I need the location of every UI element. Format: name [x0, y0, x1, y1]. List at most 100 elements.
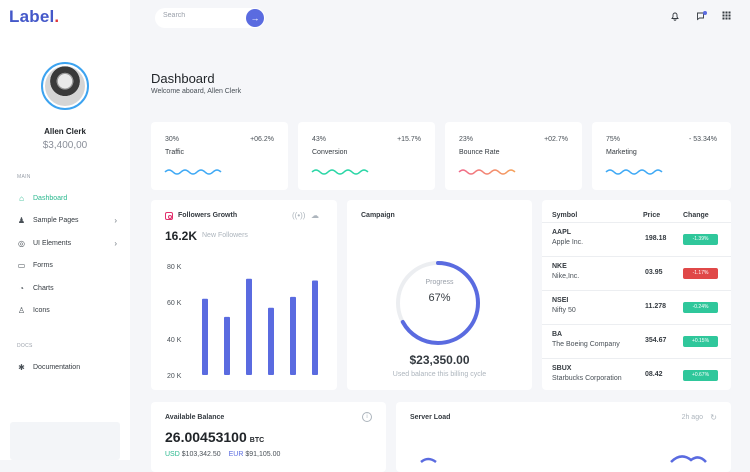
- followers-growth-card: Followers Growth ((•)) ☁ 16.2K New Follo…: [151, 200, 337, 390]
- card-title: Campaign: [361, 212, 395, 219]
- stock-symbol: AAPL: [552, 229, 572, 236]
- campaign-progress-ring: [396, 261, 480, 345]
- sidebar-item-label: Sample Pages: [33, 216, 79, 224]
- table-row[interactable]: NSEI Nifty 50 11.278 -0.24%: [542, 290, 731, 324]
- avatar[interactable]: [41, 62, 89, 110]
- stock-price: 08.42: [645, 371, 663, 378]
- stat-card-marketing: 75% - 53.34% Marketing: [592, 122, 731, 190]
- brand-logo[interactable]: Label.: [9, 7, 60, 26]
- sidebar-item-forms[interactable]: ▭ Forms: [17, 258, 117, 272]
- change-badge: +0.67%: [683, 370, 718, 381]
- stat-card-conversion: 43% +15.7% Conversion: [298, 122, 435, 190]
- balance-value: 26.00453100 BTC: [165, 429, 265, 445]
- sidebar-item-label: Forms: [33, 261, 53, 269]
- bell-icon[interactable]: [669, 11, 681, 23]
- card-title: Available Balance: [165, 414, 225, 421]
- table-row[interactable]: SBUX Starbucks Corporation 08.42 +0.67%: [542, 358, 731, 392]
- sidebar-item-sample-pages[interactable]: ♟ Sample Pages ›: [17, 213, 117, 227]
- server-load-chart-peek: [420, 455, 707, 464]
- stat-change: +06.2%: [250, 136, 274, 143]
- docs-section-label: DOCS: [17, 343, 33, 349]
- sidebar-promo-thumb: [10, 422, 120, 460]
- stock-symbol: NKE: [552, 263, 567, 270]
- stock-symbol: BA: [552, 331, 563, 338]
- chevron-right-icon: ›: [114, 238, 117, 248]
- balance-fiat-row: USD $103,342.50 EUR $91,105.00: [165, 451, 281, 458]
- chevron-right-icon: ›: [114, 215, 117, 225]
- sidebar-item-label: Documentation: [33, 363, 81, 371]
- stock-symbol: NSEI: [552, 297, 569, 304]
- stat-change: +15.7%: [397, 136, 421, 143]
- page-title: Dashboard: [151, 71, 215, 86]
- progress-label: Progress: [425, 279, 454, 286]
- conversion-sparkline: [311, 169, 369, 175]
- column-header-change: Change: [683, 212, 709, 219]
- y-tick-label: 20 K: [167, 373, 182, 380]
- search-submit-button[interactable]: →: [246, 9, 264, 27]
- column-header-symbol: Symbol: [552, 212, 578, 219]
- sidebar-item-label: Icons: [33, 306, 50, 314]
- stat-percent: 23%: [459, 136, 474, 143]
- sidebar-item-icons[interactable]: ♙ Icons: [17, 303, 117, 317]
- refresh-icon[interactable]: ↻: [710, 413, 717, 422]
- asterisk-icon: ✱: [18, 362, 25, 372]
- y-tick-label: 80 K: [167, 264, 182, 271]
- followers-bar: [246, 278, 252, 375]
- followers-bar: [312, 280, 318, 375]
- table-row[interactable]: BA The Boeing Company 354.67 +0.15%: [542, 324, 731, 358]
- followers-bar: [268, 307, 274, 375]
- icons-icon: ♙: [17, 305, 26, 315]
- instagram-icon: [165, 212, 173, 220]
- stock-name: Apple Inc.: [552, 239, 584, 246]
- server-load-card: Server Load 2h ago ↻: [396, 402, 731, 472]
- stock-symbol: SBUX: [552, 365, 572, 372]
- sidebar-item-documentation[interactable]: ✱ Documentation: [17, 360, 117, 374]
- available-balance-card: Available Balance i 26.00453100 BTC USD $…: [151, 402, 386, 472]
- marketing-sparkline: [605, 169, 663, 175]
- main-section-label: MAIN: [17, 174, 31, 180]
- stocks-table-card: Symbol Price Change AAPL Apple Inc. 198.…: [542, 200, 731, 390]
- followers-bar: [290, 296, 296, 375]
- table-row[interactable]: NKE Nike,Inc. 03.95 -1.17%: [542, 256, 731, 290]
- change-badge: +0.15%: [683, 336, 718, 347]
- apps-grid-icon[interactable]: [720, 11, 732, 23]
- user-balance: $3,400,00: [42, 140, 88, 151]
- chat-icon[interactable]: [695, 11, 707, 23]
- traffic-sparkline: [164, 169, 222, 175]
- info-icon[interactable]: i: [362, 412, 372, 422]
- broadcast-icon[interactable]: ((•)): [292, 211, 306, 220]
- user-name: Allen Clerk: [44, 127, 86, 136]
- search-input[interactable]: [163, 12, 238, 19]
- card-title: Server Load: [410, 414, 451, 421]
- followers-bar: [224, 316, 230, 375]
- stat-label: Marketing: [606, 149, 637, 156]
- forms-icon: ▭: [17, 260, 26, 270]
- search-box: →: [155, 8, 265, 28]
- sidebar-item-ui-elements[interactable]: ◎ UI Elements ›: [17, 236, 117, 250]
- stock-price: 11.278: [645, 303, 667, 310]
- campaign-card: Campaign Progress 67% $23,350.00 Used ba…: [347, 200, 532, 390]
- sidebar-item-charts[interactable]: ◔ Charts: [17, 281, 117, 295]
- followers-count-label: New Followers: [202, 232, 248, 239]
- sidebar-item-dashboard[interactable]: ⌂ Dashboard: [17, 191, 117, 205]
- table-row[interactable]: AAPL Apple Inc. 198.18 -1.39%: [542, 222, 731, 256]
- change-badge: -0.24%: [683, 302, 718, 313]
- user-icon: ♟: [17, 215, 26, 225]
- stock-name: Starbucks Corporation: [552, 375, 622, 382]
- sidebar-item-label: UI Elements: [33, 239, 72, 247]
- stock-name: The Boeing Company: [552, 341, 620, 348]
- stock-name: Nike,Inc.: [552, 273, 580, 280]
- cloud-download-icon[interactable]: ☁: [311, 211, 319, 220]
- stat-percent: 43%: [312, 136, 327, 143]
- target-icon: ◎: [18, 238, 25, 248]
- stock-name: Nifty 50: [552, 307, 576, 314]
- campaign-caption: Used balance this billing cycle: [392, 371, 487, 378]
- home-icon: ⌂: [19, 193, 24, 203]
- followers-bar-chart: 80 K 60 K 40 K 20 K: [167, 264, 318, 380]
- chart-icon: ◔: [19, 283, 24, 293]
- stat-percent: 75%: [606, 136, 621, 143]
- last-updated: 2h ago: [681, 414, 703, 421]
- campaign-amount: $23,350.00: [409, 353, 470, 367]
- sidebar-item-label: Charts: [33, 284, 54, 292]
- stat-card-bounce-rate: 23% +02.7% Bounce Rate: [445, 122, 582, 190]
